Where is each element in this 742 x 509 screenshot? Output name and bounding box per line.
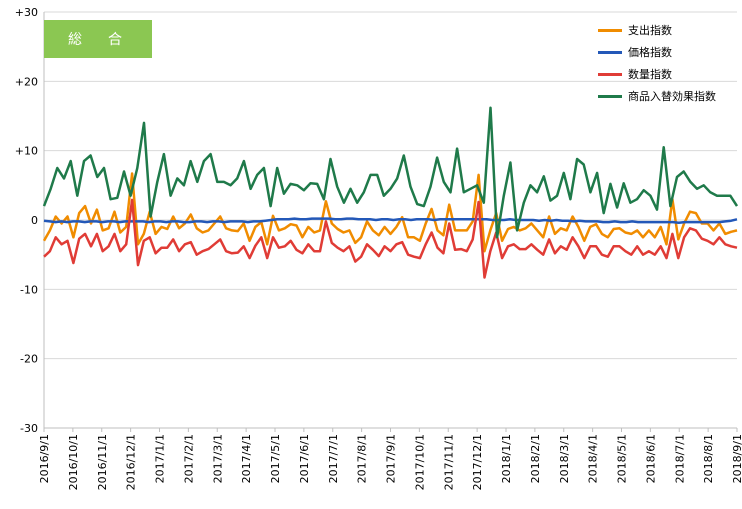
y-tick-label: -10 (20, 283, 38, 296)
x-tick-label: 2017/6/1 (298, 434, 311, 483)
legend-item: 価格指数 (598, 41, 716, 63)
chart-legend: 支出指数価格指数数量指数商品入替効果指数 (598, 19, 716, 107)
legend-item: 数量指数 (598, 63, 716, 85)
x-tick-label: 2017/3/1 (211, 434, 224, 483)
x-tick-label: 2016/12/1 (125, 434, 138, 490)
y-tick-label: 0 (31, 214, 38, 227)
legend-label: 数量指数 (628, 68, 672, 81)
series-line (43, 198, 738, 279)
series-line (42, 172, 738, 253)
x-tick-label: 2018/3/1 (558, 434, 571, 483)
x-tick-label: 2017/8/1 (356, 434, 369, 483)
x-tick-label: 2018/8/1 (702, 434, 715, 483)
x-tick-label: 2016/10/1 (67, 434, 80, 490)
category-badge: 総 合 (44, 20, 152, 58)
y-axis: +30 +20 +10 0 -10 -20 -30 (15, 6, 38, 435)
x-axis: 2016/9/1 2016/10/1 2016/11/1 2016/12/1 2017/… (38, 428, 742, 490)
x-tick-label: 2017/10/1 (413, 434, 426, 490)
x-tick-label: 2017/9/1 (385, 434, 398, 483)
x-tick-label: 2018/6/1 (644, 434, 657, 483)
chart-series (42, 106, 739, 279)
x-tick-label: 2017/7/1 (327, 434, 340, 483)
y-tick-label: -20 (20, 353, 38, 366)
legend-swatch (598, 72, 622, 76)
x-tick-label: 2017/2/1 (182, 434, 195, 483)
legend-swatch (598, 94, 622, 98)
x-tick-label: 2018/5/1 (616, 434, 629, 483)
x-tick-label: 2017/12/1 (471, 434, 484, 490)
legend-item: 商品入替効果指数 (598, 85, 716, 107)
x-tick-label: 2017/5/1 (269, 434, 282, 483)
legend-label: 価格指数 (628, 46, 672, 59)
y-tick-label: +20 (15, 75, 38, 88)
x-tick-label: 2017/4/1 (240, 434, 253, 483)
legend-swatch (598, 50, 622, 54)
legend-label: 商品入替効果指数 (628, 90, 716, 103)
legend-item: 支出指数 (598, 19, 716, 41)
series-line (43, 217, 738, 225)
x-tick-label: 2017/1/1 (154, 434, 167, 483)
x-tick-label: 2016/11/1 (96, 434, 109, 490)
y-tick-label: +30 (15, 6, 38, 19)
series-line (42, 106, 739, 239)
x-tick-label: 2017/11/1 (442, 434, 455, 490)
x-tick-label: 2018/7/1 (673, 434, 686, 483)
x-tick-label: 2018/4/1 (587, 434, 600, 483)
x-tick-label: 2018/2/1 (529, 434, 542, 483)
x-tick-label: 2018/9/1 (731, 434, 742, 483)
legend-label: 支出指数 (628, 24, 672, 37)
x-tick-label: 2018/1/1 (500, 434, 513, 483)
y-tick-label: -30 (20, 422, 38, 435)
y-tick-label: +10 (15, 145, 38, 158)
x-tick-label: 2016/9/1 (38, 434, 51, 483)
legend-swatch (598, 28, 622, 32)
